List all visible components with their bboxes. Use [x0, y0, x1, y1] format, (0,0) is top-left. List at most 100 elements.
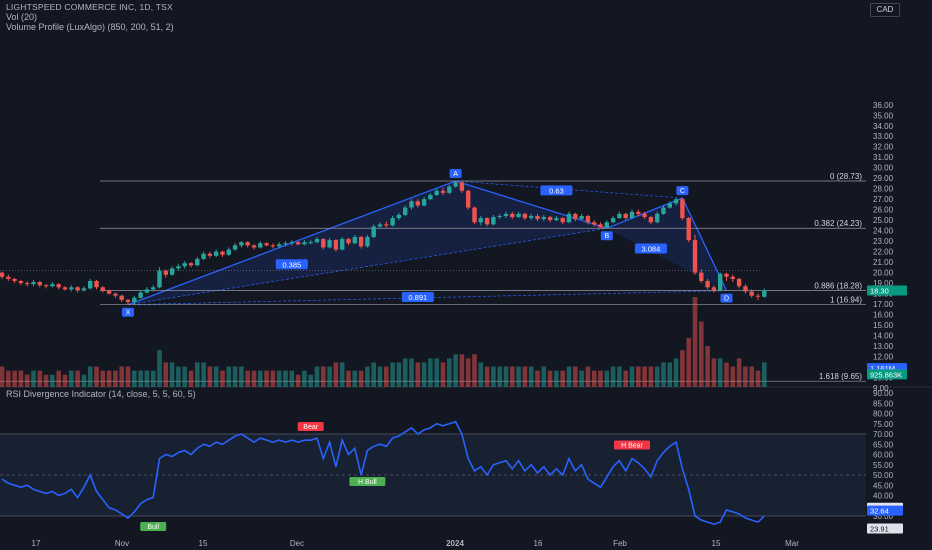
- volume-bar: [239, 366, 244, 387]
- volume-bar: [245, 370, 250, 387]
- volume-bar: [113, 370, 118, 387]
- pattern-ac: [455, 180, 683, 199]
- candle-body: [384, 224, 389, 226]
- fib-label: 0 (28.73): [830, 172, 862, 181]
- candle-body: [623, 213, 628, 219]
- candle-body: [264, 243, 269, 246]
- volume-bar: [169, 362, 175, 387]
- candle-body: [396, 214, 402, 219]
- candle-body: [371, 226, 376, 237]
- volume-bar: [163, 362, 169, 387]
- volume-bar: [69, 370, 74, 387]
- candle-body: [43, 285, 49, 287]
- ratio-badge: [540, 185, 573, 196]
- price-tick-label: 27.00: [873, 195, 894, 204]
- candle-body: [421, 199, 427, 206]
- price-tick-label: 20.00: [873, 269, 894, 278]
- volume-bar: [648, 366, 654, 387]
- candle-body: [699, 272, 704, 282]
- volume-bar: [636, 366, 641, 387]
- candle-body: [680, 199, 685, 219]
- volume-bar: [18, 370, 24, 387]
- volume-bar: [81, 374, 87, 387]
- volume-bar: [554, 370, 559, 387]
- volume-bar: [125, 366, 131, 387]
- price-tick-label: 12.00: [873, 353, 894, 362]
- volume-bar: [560, 370, 565, 387]
- rsi-tag: [867, 523, 903, 534]
- candle-body: [529, 215, 534, 219]
- price-tick-label: 30.00: [873, 164, 894, 173]
- candle-body: [251, 245, 257, 248]
- candle-body: [327, 240, 332, 248]
- fib-label: 1 (16.94): [830, 296, 862, 305]
- candle-body: [598, 224, 603, 228]
- candle-body: [277, 244, 282, 247]
- candle-body: [472, 207, 477, 223]
- volume-bar: [465, 358, 471, 387]
- fib-label: 0.886 (18.28): [814, 282, 862, 291]
- rsi-marker-label: H Bear: [621, 443, 643, 450]
- volume-bar: [232, 366, 238, 387]
- candle-body: [522, 213, 528, 219]
- candle-body: [434, 190, 439, 195]
- candle-body: [503, 213, 509, 216]
- rsi-marker-badge: [614, 440, 650, 450]
- candle-body: [510, 213, 515, 218]
- rsi-marker-label: H Bull: [358, 479, 377, 486]
- volume-bar: [428, 358, 433, 387]
- volume-bar: [226, 366, 232, 387]
- candle-body: [31, 282, 36, 285]
- candle-body: [711, 287, 717, 291]
- volume-bar: [138, 370, 143, 387]
- candle-body: [314, 239, 320, 243]
- candle-body: [295, 242, 301, 245]
- rsi-tick-label: 60.00: [873, 451, 894, 460]
- volume-bar: [358, 370, 364, 387]
- ratio-label: 0.385: [282, 260, 301, 269]
- candle-body: [491, 217, 496, 225]
- fib-label: 1.618 (9.65): [819, 372, 862, 381]
- volume-bar: [497, 366, 502, 387]
- volume-bar: [251, 370, 257, 387]
- volume-bar: [195, 362, 200, 387]
- candle-body: [358, 236, 364, 247]
- volume-bar: [680, 350, 685, 387]
- candle-body: [69, 287, 74, 290]
- pattern-point-label: B: [604, 233, 609, 240]
- volume-bar: [132, 370, 137, 387]
- volume-bar: [629, 366, 635, 387]
- volume-bar: [402, 358, 408, 387]
- candle-body: [56, 284, 61, 288]
- currency-badge[interactable]: CAD: [870, 3, 900, 17]
- candle-body: [258, 243, 263, 248]
- pattern-point-badge: [122, 307, 134, 317]
- volume-bar: [717, 358, 723, 387]
- volume-legend[interactable]: Vol (20): [6, 12, 38, 22]
- price-tick-label: 21.00: [873, 258, 894, 267]
- candle-body: [75, 287, 80, 291]
- rsi-tick-label: 55.00: [873, 461, 894, 470]
- volume-profile-legend[interactable]: Volume Profile (LuxAlgo) (850, 200, 51, …: [6, 22, 174, 32]
- rsi-legend[interactable]: RSI Divergence Indicator (14, close, 5, …: [6, 389, 196, 399]
- volume-bar: [743, 366, 748, 387]
- candle-body: [138, 292, 143, 298]
- candle-body: [195, 258, 200, 266]
- volume-bar: [213, 366, 219, 387]
- price-tick-label: 17.00: [873, 300, 894, 309]
- candle-body: [226, 249, 231, 255]
- volume-bar: [258, 370, 263, 387]
- rsi-tag: [867, 505, 903, 516]
- volume-bar: [491, 366, 496, 387]
- candle-body: [50, 284, 55, 287]
- volume-bar: [270, 370, 276, 387]
- price-tag: [867, 369, 907, 380]
- price-tick-label: 31.00: [873, 153, 894, 162]
- volume-bar: [762, 362, 767, 387]
- volume-bar: [459, 354, 465, 387]
- candle-body: [352, 236, 357, 244]
- candle-body: [106, 290, 112, 294]
- volume-bar: [661, 362, 666, 387]
- volume-bar: [289, 370, 295, 387]
